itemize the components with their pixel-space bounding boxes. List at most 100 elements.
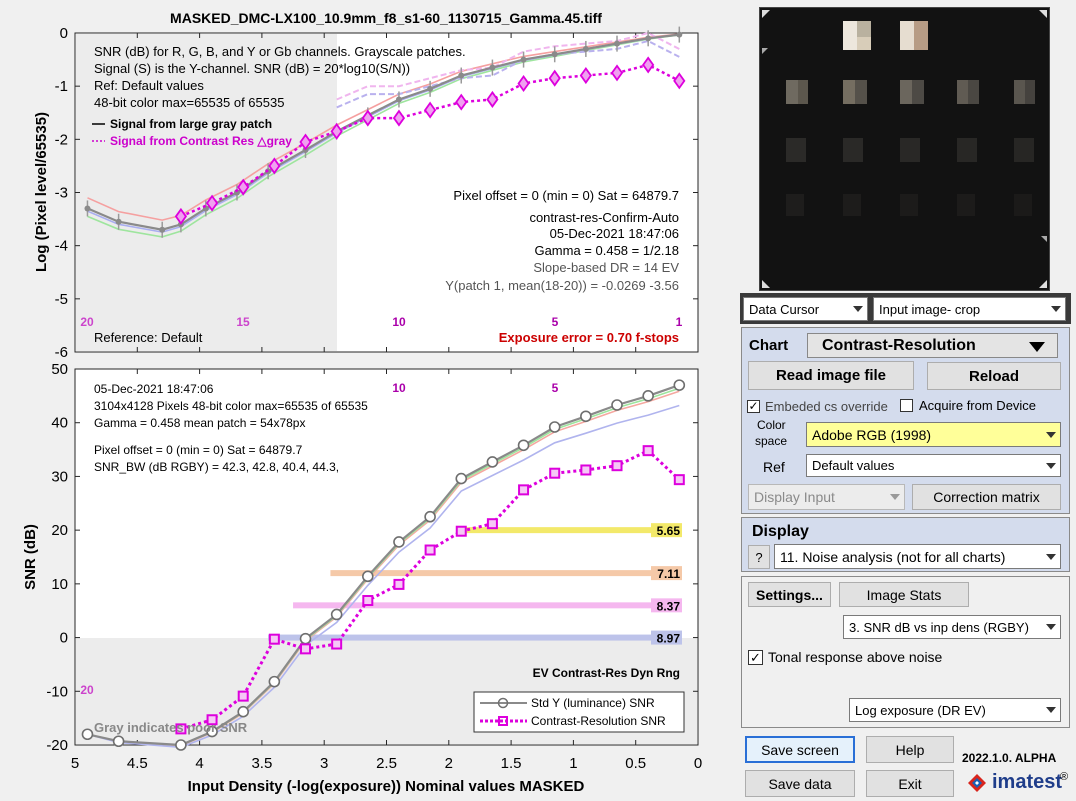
std-y-snr-point xyxy=(611,399,623,411)
std-y-snr-point xyxy=(455,472,468,485)
legend-std-y-marker xyxy=(497,697,509,709)
top-cr-channel-line xyxy=(336,31,680,101)
top-patch-label: 1 xyxy=(676,315,683,329)
contrast-res-snr-line xyxy=(180,448,681,731)
display-input-select[interactable]: Display Input xyxy=(748,484,905,510)
tonal-response-label: Tonal response above noise xyxy=(768,649,943,665)
top-channel-line xyxy=(87,33,680,221)
chevron-down-icon xyxy=(1029,342,1045,352)
x-axis-select[interactable]: Log exposure (DR EV) xyxy=(849,698,1061,722)
top-gray-point xyxy=(115,218,122,225)
view-select[interactable]: Input image- crop xyxy=(873,297,1066,321)
top-contrast-res-point xyxy=(392,109,406,127)
legend-contrast-res: Contrast-Resolution SNR xyxy=(531,714,666,728)
image-preview[interactable] xyxy=(759,7,1050,291)
settings-button[interactable]: Settings... xyxy=(748,582,831,607)
chevron-down-icon xyxy=(1046,431,1056,438)
top-plot: MASKED_DMC-LX100_10.9mm_f8_s1-60_1130715… xyxy=(33,10,699,361)
dynamic-range-bands: 5.65 7.11 8.37 8.97 xyxy=(268,523,682,646)
color-space-select[interactable]: Adobe RGB (1998) xyxy=(806,422,1061,447)
top-gray-point xyxy=(582,45,589,52)
top-y-tick-label: -2 xyxy=(55,131,68,148)
save-data-button[interactable]: Save data xyxy=(745,770,855,797)
contrast-res-snr-point xyxy=(611,460,623,472)
std-y-snr-point xyxy=(393,536,405,548)
top-info-line: Ref: Default values xyxy=(94,78,204,93)
contrast-res-snr-point xyxy=(673,474,685,486)
top-y-tick-label: -1 xyxy=(55,78,68,95)
display-select[interactable]: 11. Noise analysis (not for all charts) xyxy=(774,544,1061,569)
embedded-cs-label: Embeded cs override xyxy=(765,399,888,414)
bottom-info-line: SNR_BW (dB RGBY) = 42.3, 42.8, 40.4, 44.… xyxy=(94,460,339,474)
dr-value-label: 8.97 xyxy=(657,632,681,646)
top-y-tick-label: -4 xyxy=(55,238,68,255)
legend-cr-marker xyxy=(498,716,508,726)
chevron-down-icon xyxy=(1046,707,1056,713)
top-y-tick-label: -5 xyxy=(55,291,68,308)
save-screen-button[interactable]: Save screen xyxy=(745,736,855,763)
dr-value-label: 8.37 xyxy=(657,599,681,613)
ref-select[interactable]: Default values xyxy=(806,454,1061,477)
help-button[interactable]: Help xyxy=(866,736,954,763)
std-y-snr-point xyxy=(424,510,436,523)
top-contrast-res-point xyxy=(642,56,655,74)
acquire-checkbox[interactable] xyxy=(900,399,913,412)
data-cursor-select[interactable]: Data Cursor xyxy=(743,297,868,321)
exit-button[interactable]: Exit xyxy=(866,770,954,797)
correction-matrix-button[interactable]: Correction matrix xyxy=(912,484,1061,510)
top-patch-label: 15 xyxy=(236,315,250,329)
chart-type-value: Contrast-Resolution xyxy=(822,337,976,354)
top-y-axis-label: Log (Pixel level/65535) xyxy=(33,112,50,272)
dr-value-label: 5.65 xyxy=(657,524,681,538)
contrast-res-snr-point xyxy=(237,690,249,702)
top-gray-point xyxy=(551,51,558,58)
top-contrast-res-point xyxy=(205,194,219,212)
bottom-x-tick-label: 4 xyxy=(195,755,203,772)
bottom-legend-box xyxy=(473,691,685,733)
top-patch-label: 20 xyxy=(80,315,94,329)
top-contrast-res-point xyxy=(237,178,250,196)
top-contrast-res-point xyxy=(268,157,281,175)
top-plot-title: MASKED_DMC-LX100_10.9mm_f8_s1-60_1130715… xyxy=(170,10,602,26)
top-gray-point xyxy=(427,85,434,92)
bottom-x-ticks: 5 4.5 4 3.5 3 2.5 2 1.5 1 0.5 0 xyxy=(71,369,702,772)
registered-mark: ® xyxy=(1060,771,1069,783)
image-stats-button[interactable]: Image Stats xyxy=(839,582,969,607)
dr-band xyxy=(330,570,680,577)
std-y-snr-point xyxy=(642,390,654,402)
tonal-response-checkbox[interactable]: ✓ xyxy=(748,650,763,665)
bottom-info-line: 3104x4128 Pixels 48-bit color max=65535 … xyxy=(94,399,368,413)
data-cursor-value: Data Cursor xyxy=(749,301,820,317)
std-y-snr-point xyxy=(330,608,343,621)
top-gray-point xyxy=(84,205,91,212)
bottom-x-tick-label: 3 xyxy=(320,755,328,772)
std-y-snr-point xyxy=(580,410,592,423)
read-image-button[interactable]: Read image file xyxy=(748,361,914,390)
bottom-series xyxy=(81,379,686,751)
bottom-y-tick-label: 50 xyxy=(51,361,68,378)
color-space-value: Adobe RGB (1998) xyxy=(812,426,932,443)
bottom-x-tick-label: 2.5 xyxy=(376,755,397,772)
bottom-info-line: Gamma = 0.458 mean patch = 54x78px xyxy=(94,416,305,430)
bottom-x-tick-label: 1.5 xyxy=(501,755,522,772)
top-right-line: 05-Dec-2021 18:47:06 xyxy=(550,226,679,241)
analysis-plots: MASKED_DMC-LX100_10.9mm_f8_s1-60_1130715… xyxy=(22,10,702,795)
dr-label-bg xyxy=(651,598,682,613)
top-patch-label: 10 xyxy=(392,315,406,329)
contrast-res-snr-point xyxy=(486,518,498,530)
embedded-cs-checkbox[interactable]: ✓ xyxy=(747,399,760,413)
std-y-snr-point xyxy=(81,728,94,741)
contrast-res-snr-point xyxy=(268,633,280,645)
chart-label: Chart xyxy=(749,337,789,354)
dr-value-label: 7.11 xyxy=(657,567,680,581)
top-contrast-res-point xyxy=(455,93,468,111)
bottom-x-tick-label: 2 xyxy=(445,755,453,772)
contrast-res-snr-point xyxy=(175,723,187,735)
std-y-snr-point xyxy=(206,725,218,738)
plot-select[interactable]: 3. SNR dB vs inp dens (RGBY) xyxy=(843,615,1061,639)
reload-button[interactable]: Reload xyxy=(927,362,1061,390)
chart-type-select[interactable]: Contrast-Resolution xyxy=(807,333,1058,358)
bottom-y-tick-label: 40 xyxy=(51,415,68,432)
display-help-button[interactable]: ? xyxy=(748,545,770,569)
top-gray-point xyxy=(645,35,652,42)
